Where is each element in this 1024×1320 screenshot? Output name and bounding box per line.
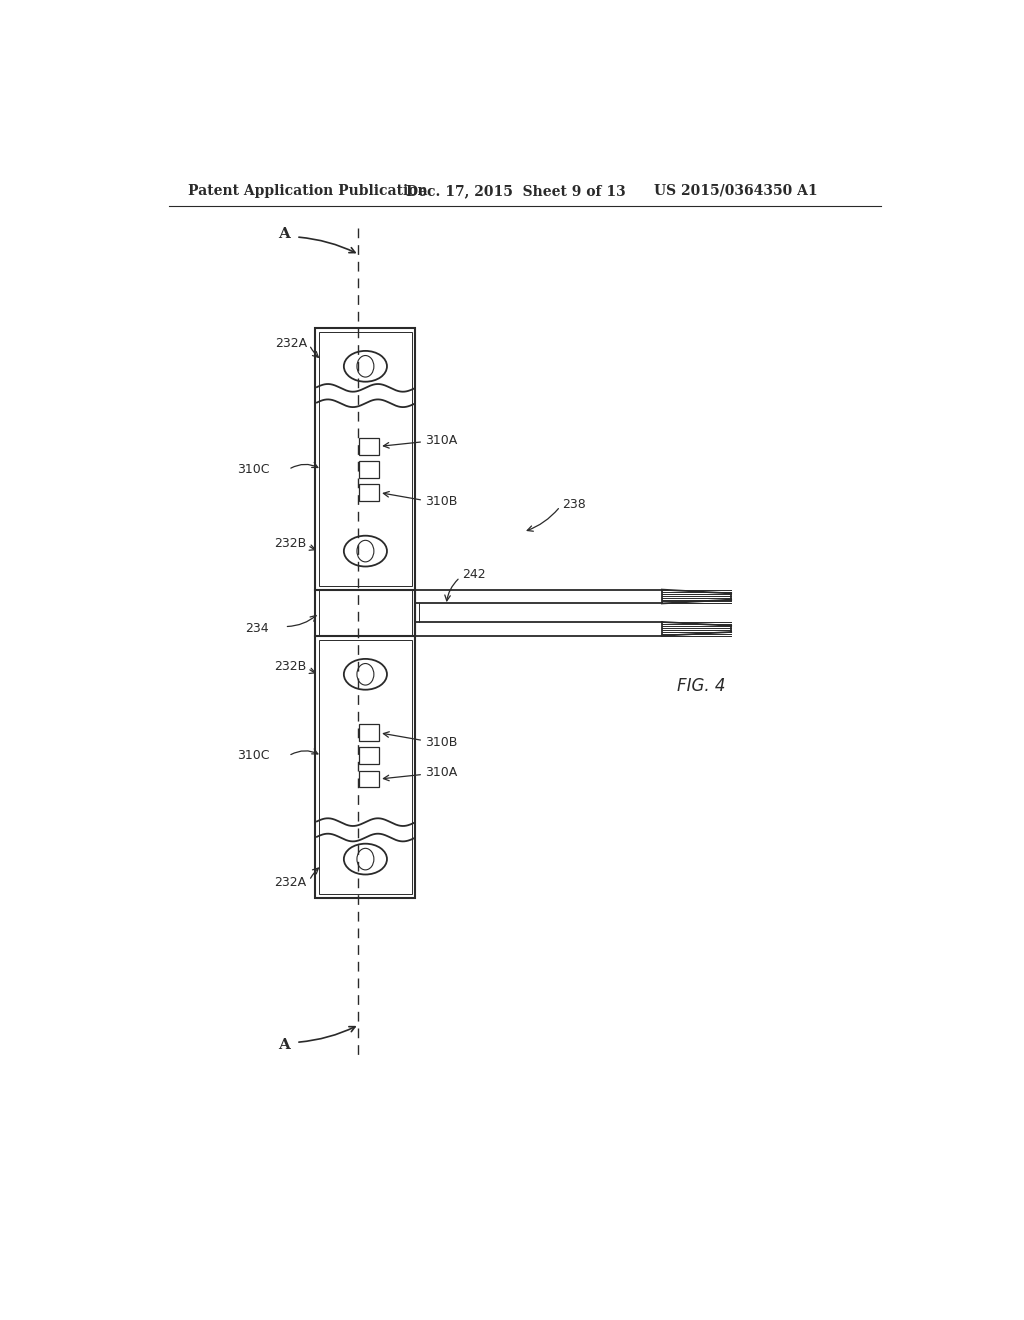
Text: A: A (279, 227, 291, 240)
Text: 310A: 310A (425, 434, 457, 446)
Text: 310C: 310C (237, 463, 269, 477)
Text: Dec. 17, 2015  Sheet 9 of 13: Dec. 17, 2015 Sheet 9 of 13 (407, 183, 626, 198)
Bar (359, 771, 379, 788)
Text: 234: 234 (246, 622, 269, 635)
Text: Patent Application Publication: Patent Application Publication (188, 183, 428, 198)
Bar (319, 331, 412, 586)
Text: 310C: 310C (237, 750, 269, 763)
Text: 242: 242 (462, 568, 485, 581)
Text: A: A (279, 1039, 291, 1052)
Text: 232A: 232A (274, 875, 306, 888)
Text: US 2015/0364350 A1: US 2015/0364350 A1 (654, 183, 818, 198)
Bar (315, 636, 416, 898)
Text: 310B: 310B (425, 735, 457, 748)
Text: 310B: 310B (425, 495, 457, 508)
Text: 232B: 232B (273, 537, 306, 550)
Bar (319, 640, 412, 894)
Bar (359, 725, 379, 742)
Bar (359, 484, 379, 502)
Bar (359, 747, 379, 764)
Text: FIG. 4: FIG. 4 (677, 677, 726, 694)
Bar (359, 461, 379, 478)
Text: 310A: 310A (425, 767, 457, 779)
Text: 232A: 232A (275, 337, 307, 350)
Bar (315, 327, 416, 590)
Text: 238: 238 (562, 499, 586, 511)
Bar (359, 438, 379, 455)
Text: 232B: 232B (273, 660, 306, 673)
